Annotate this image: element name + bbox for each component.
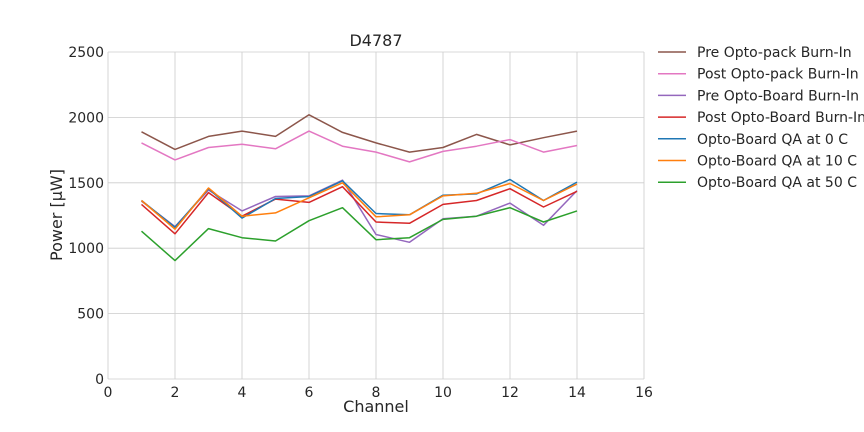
legend-entry-label: Post Opto-pack Burn-In — [697, 67, 859, 83]
series-line-opto-board-qa-at-10-c — [141, 182, 578, 230]
x-axis-label: Channel — [343, 397, 409, 416]
x-tick-label: 10 — [434, 385, 452, 401]
legend-entry-label: Opto-Board QA at 0 C — [697, 132, 848, 148]
x-tick-label: 2 — [171, 385, 180, 401]
grid — [107, 51, 645, 380]
x-tick-label: 0 — [104, 385, 113, 401]
legend-entry-label: Opto-Board QA at 10 C — [697, 154, 857, 170]
x-tick-label: 4 — [238, 385, 247, 401]
series-line-post-opto-board-burn-in — [141, 185, 578, 235]
x-tick-label: 14 — [568, 385, 586, 401]
y-axis-label: Power [μW] — [47, 169, 66, 261]
y-tick-label: 2000 — [68, 110, 104, 126]
y-tick-label: 1000 — [68, 241, 104, 257]
series-line-pre-opto-pack-burn-in — [141, 114, 578, 153]
y-tick-label: 2500 — [68, 45, 104, 61]
legend-entry-label: Pre Opto-pack Burn-In — [697, 45, 852, 61]
legend: Pre Opto-pack Burn-In Post Opto-pack Burn… — [658, 45, 864, 191]
x-tick-label: 12 — [501, 385, 519, 401]
legend-entry-label: Pre Opto-Board Burn-In — [697, 88, 859, 104]
legend-entry-label: Opto-Board QA at 50 C — [697, 175, 857, 191]
y-tick-label: 500 — [77, 307, 104, 323]
axis-ticks: 0 2 4 6 8 10 12 14 16 0 500 1000 1500 2000 2500 — [68, 45, 653, 401]
series-lines — [141, 114, 578, 262]
x-tick-label: 6 — [305, 385, 314, 401]
x-tick-label: 8 — [372, 385, 381, 401]
series-line-post-opto-pack-burn-in — [141, 130, 578, 163]
y-tick-label: 1500 — [68, 176, 104, 192]
legend-entry-label: Post Opto-Board Burn-In — [697, 110, 864, 126]
y-tick-label: 0 — [95, 372, 104, 388]
x-tick-label: 16 — [635, 385, 653, 401]
series-line-opto-board-qa-at-50-c — [141, 206, 578, 262]
chart-title: D4787 — [349, 31, 402, 50]
